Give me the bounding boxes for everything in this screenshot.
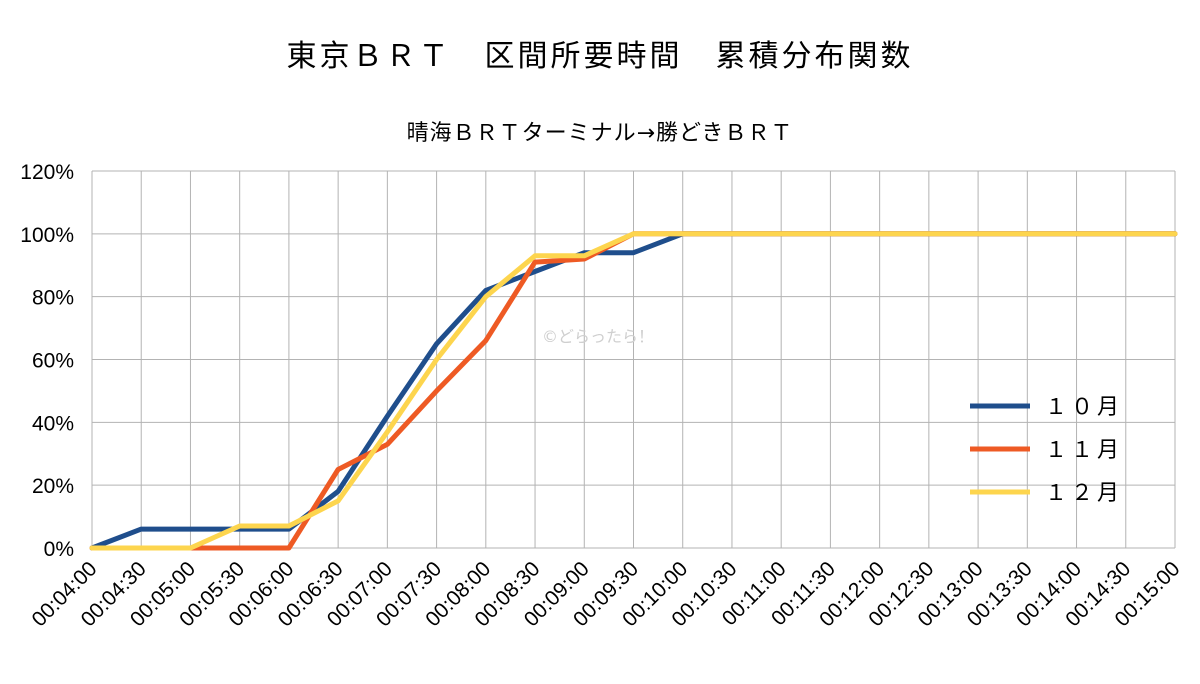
legend: １０月 １１月 １２月 (970, 395, 1123, 506)
chart-title: 東京ＢＲＴ 区間所要時間 累積分布関数 (287, 39, 914, 74)
series-line-2 (89, 231, 1178, 551)
y-tick-label: 120% (20, 161, 74, 184)
series-lines (89, 231, 1178, 551)
chart-subtitle: 晴海ＢＲＴターミナル→勝どきＢＲＴ (407, 121, 794, 146)
legend-label: １０月 (1045, 395, 1123, 420)
y-tick-label: 100% (20, 224, 74, 247)
watermark-text: ©どらったら！ (542, 327, 654, 346)
y-tick-label: 80% (32, 287, 74, 310)
y-tick-label: 20% (32, 475, 74, 498)
legend-label: １１月 (1045, 438, 1123, 463)
y-tick-label: 60% (32, 350, 74, 373)
x-axis-tick-labels: 00:04:0000:04:3000:05:0000:05:3000:06:00… (27, 557, 1184, 631)
y-tick-label: 40% (32, 412, 74, 435)
legend-label: １２月 (1045, 481, 1123, 506)
y-axis-tick-labels: 0% 20% 40% 60% 80% 100% 120% (20, 161, 74, 561)
y-tick-label: 0% (44, 538, 74, 561)
